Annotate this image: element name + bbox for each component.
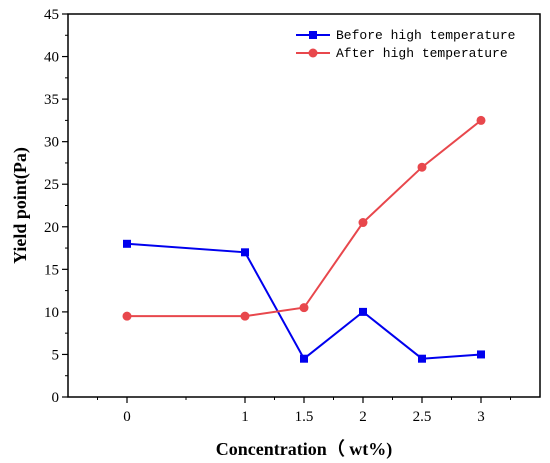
data-point-before [477,350,485,359]
data-point-after [299,303,309,313]
x-axis-title: Concentration（ wt%) [216,439,392,460]
data-point-before [359,307,367,316]
legend-item-before: Before high temperature [296,28,515,43]
legend-marker-before [309,31,317,39]
series-layer [122,115,486,363]
legend-label-after: After high temperature [336,46,508,61]
data-point-after [122,311,132,321]
x-tick-label: 2 [359,409,367,425]
legend: Before high temperature After high tempe… [296,28,515,61]
y-tick-label: 0 [52,390,60,406]
x-tick-label: 2.5 [413,409,432,425]
legend-item-after: After high temperature [296,46,508,61]
legend-marker-after [308,48,318,58]
data-point-after [240,311,250,321]
y-tick-label: 25 [44,177,59,193]
y-tick-label: 35 [44,92,59,108]
data-point-before [123,239,131,248]
data-point-after [476,115,486,125]
y-tick-label: 10 [44,305,59,321]
y-tick-label: 45 [44,7,59,23]
y-axis-title: Yield point(Pa) [10,147,31,264]
y-tick-label: 20 [44,220,59,236]
data-point-before [300,354,308,363]
plot-frame [67,13,541,398]
series-line-before [126,242,482,361]
y-tick-label: 15 [44,262,59,278]
y-tick-label: 30 [44,135,59,151]
data-point-after [358,218,368,228]
x-tick-label: 0 [123,409,131,425]
series-line-after [127,119,482,318]
axes [67,13,541,398]
x-axis-ticks: 0 1 1.5 2 2.5 3 [97,397,511,425]
x-tick-label: 1 [241,409,249,425]
data-point-before [241,248,249,257]
x-tick-label: 3 [477,409,485,425]
data-point-after [417,162,427,172]
y-axis-ticks: 0 5 10 15 20 25 30 35 40 45 [44,7,68,406]
x-tick-label: 1.5 [295,409,314,425]
data-point-before [418,354,426,363]
legend-label-before: Before high temperature [336,28,515,43]
y-tick-label: 40 [44,50,59,66]
y-tick-label: 5 [52,347,60,363]
